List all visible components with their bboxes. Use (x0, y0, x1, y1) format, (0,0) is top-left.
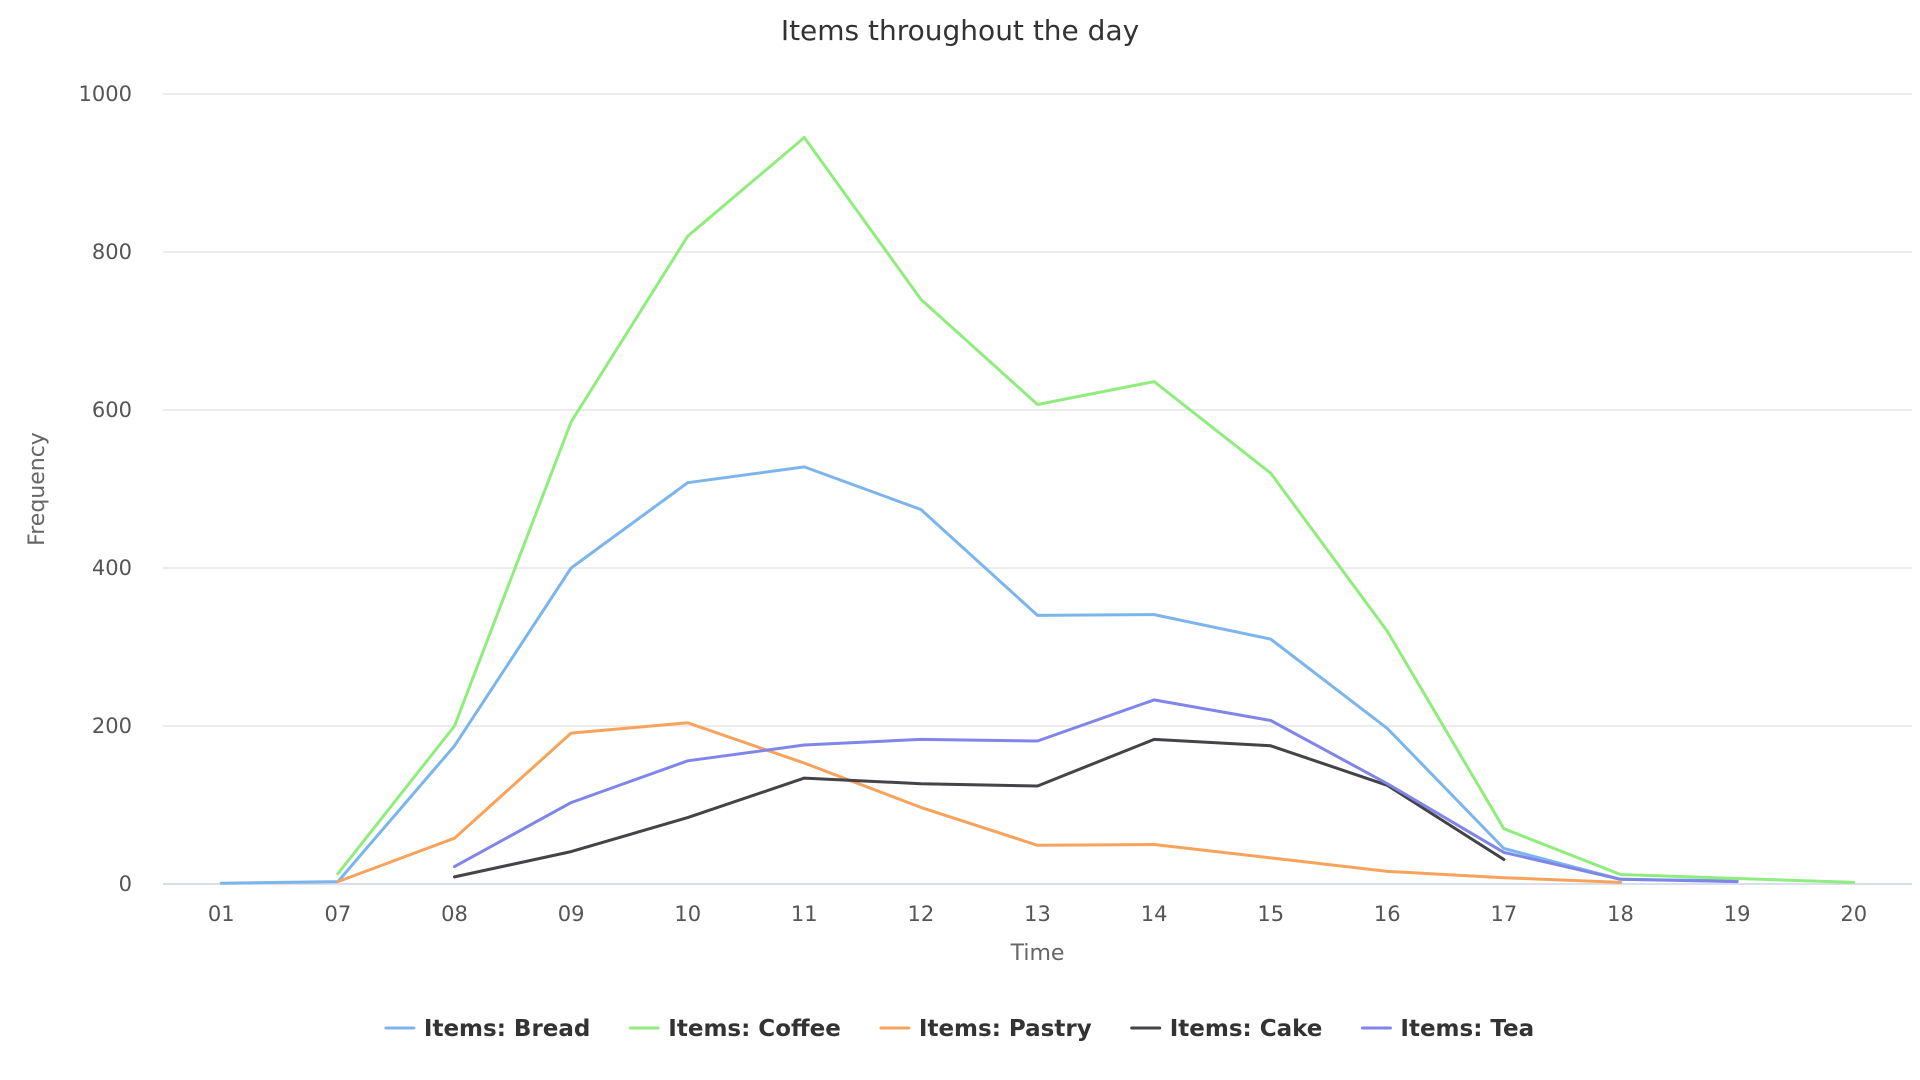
series-line-0[interactable] (219, 465, 1739, 885)
legend-label: Items: Cake (1170, 1016, 1323, 1042)
legend-label: Items: Bread (424, 1016, 590, 1042)
y-tick-label: 400 (92, 556, 132, 580)
x-tick-label: 11 (791, 902, 818, 926)
legend-item-4[interactable]: Items: Tea (1360, 1016, 1534, 1042)
series-lines (219, 136, 1856, 885)
legend-label: Items: Coffee (668, 1016, 841, 1042)
series-line-4[interactable] (453, 698, 1739, 884)
x-tick-label: 19 (1724, 902, 1751, 926)
x-tick-label: 14 (1141, 902, 1168, 926)
x-tick-label: 18 (1607, 902, 1634, 926)
legend-item-2[interactable]: Items: Pastry (879, 1016, 1092, 1042)
legend-label: Items: Tea (1400, 1016, 1534, 1042)
y-axis-ticks: 0 200 400 600 800 1000 (79, 82, 132, 896)
y-tick-label: 0 (119, 872, 132, 896)
x-tick-label: 09 (558, 902, 585, 926)
x-tick-label: 01 (208, 902, 235, 926)
grid-lines (163, 93, 1912, 727)
x-tick-label: 07 (325, 902, 352, 926)
x-tick-label: 20 (1840, 902, 1867, 926)
x-tick-label: 15 (1257, 902, 1284, 926)
y-tick-label: 800 (92, 240, 132, 264)
legend-item-0[interactable]: Items: Bread (384, 1016, 590, 1042)
legend-item-1[interactable]: Items: Coffee (628, 1016, 841, 1042)
series-line-2[interactable] (336, 721, 1622, 884)
x-tick-label: 16 (1374, 902, 1401, 926)
legend-item-3[interactable]: Items: Cake (1130, 1016, 1323, 1042)
x-tick-label: 17 (1491, 902, 1518, 926)
x-tick-label: 10 (674, 902, 701, 926)
chart-title: Items throughout the day (781, 14, 1139, 47)
y-tick-label: 1000 (79, 82, 132, 106)
x-tick-label: 08 (441, 902, 468, 926)
x-axis: 01 07 08 09 10 11 12 13 14 15 16 17 18 19 20 (163, 883, 1912, 926)
y-tick-label: 200 (92, 714, 132, 738)
x-tick-label: 12 (908, 902, 935, 926)
y-tick-label: 600 (92, 398, 132, 422)
x-axis-title: Time (1010, 941, 1065, 966)
series-line-3[interactable] (453, 737, 1506, 879)
legend: Items: Bread Items: Coffee Items: Pastry It… (384, 1016, 1534, 1042)
legend-label: Items: Pastry (919, 1016, 1092, 1042)
y-axis-title: Frequency (25, 432, 50, 546)
series-line-1[interactable] (336, 136, 1856, 884)
x-tick-label: 13 (1024, 902, 1051, 926)
